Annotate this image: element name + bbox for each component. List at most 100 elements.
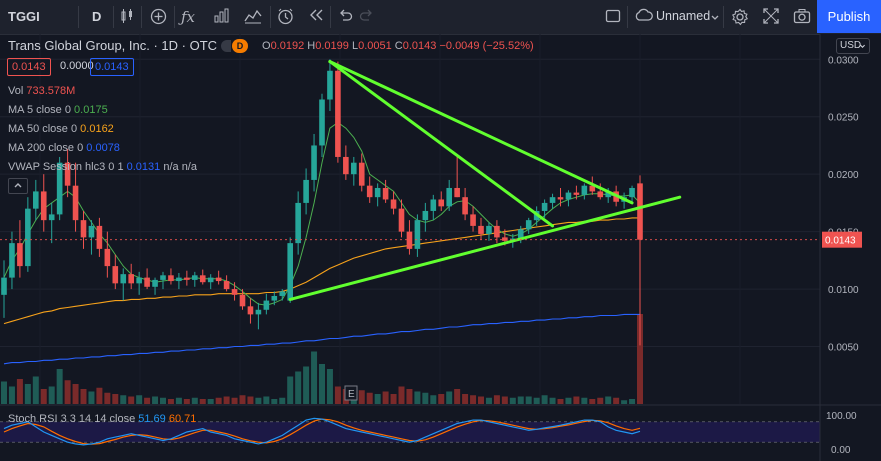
chevron-down-icon[interactable]	[710, 10, 720, 26]
volume-bar	[96, 387, 103, 404]
ma5-legend[interactable]: MA 5 close 0 0.0175	[8, 104, 108, 116]
volume-bar	[485, 397, 492, 404]
volume-bar	[565, 397, 572, 404]
volume-bar	[152, 396, 159, 404]
expand-icon[interactable]	[763, 8, 779, 27]
vol-legend[interactable]: Vol 733.578M	[8, 85, 75, 97]
volume-bar	[263, 396, 270, 404]
cloud-icon	[634, 8, 653, 25]
volume-bar	[279, 397, 286, 404]
vwap-legend[interactable]: VWAP Session hlc3 0 1 0.0131 n/a n/a	[8, 161, 197, 173]
candle-style-icon[interactable]	[119, 8, 135, 27]
candle-body	[517, 229, 524, 239]
collapse-legend-button[interactable]	[8, 178, 28, 194]
symbol-search-button[interactable]: TGGI	[8, 9, 40, 24]
volume-bar	[629, 399, 636, 404]
ma200-legend[interactable]: MA 200 close 0 0.0078	[8, 142, 120, 154]
chevron-down-icon	[860, 44, 865, 48]
volume-bar	[613, 397, 620, 404]
stoch-k-value: 51.69	[138, 413, 166, 425]
candle-body	[152, 279, 158, 287]
publish-button[interactable]: Publish	[817, 0, 881, 33]
alert-clock-icon[interactable]	[277, 8, 294, 28]
volume-bar	[438, 394, 445, 404]
osc-tick-label: 100.00	[826, 411, 857, 422]
currency-select[interactable]: USD	[836, 38, 870, 54]
volume-bar	[231, 397, 238, 404]
candle-body	[287, 243, 293, 301]
indicators-icon[interactable]: ƒx	[181, 8, 196, 26]
volume-bar	[589, 399, 596, 404]
interval-button[interactable]: D	[92, 9, 102, 24]
volume-bar	[16, 379, 23, 404]
candle-body	[430, 199, 437, 211]
volume-bar	[406, 389, 413, 404]
candle-body	[80, 220, 87, 238]
volume-bar	[128, 396, 135, 404]
spread-value: 0.0000	[60, 60, 94, 72]
candle-body	[311, 145, 317, 180]
last-price-label: 0.0143	[825, 236, 856, 247]
volume-bar	[573, 396, 580, 404]
candle-body	[541, 202, 548, 211]
volume-bars: E	[1, 314, 643, 404]
bid-box[interactable]: 0.0143	[7, 58, 51, 76]
candle-body	[144, 277, 150, 287]
ma50-legend[interactable]: MA 50 close 0 0.0162	[8, 123, 114, 135]
toolbar-divider	[723, 6, 724, 28]
camera-icon[interactable]	[793, 8, 811, 27]
volume-bar	[462, 394, 469, 404]
volume-bar	[295, 371, 302, 404]
candle-body	[327, 70, 333, 100]
candle-body	[351, 162, 357, 175]
candle-body	[1, 277, 7, 295]
trendlines	[288, 59, 682, 301]
ask-box[interactable]: 0.0143	[90, 58, 134, 76]
candle-body	[263, 300, 270, 310]
stoch-band	[0, 421, 820, 443]
volume-bar	[541, 395, 548, 404]
volume-bar	[88, 391, 95, 404]
toolbar-divider	[174, 6, 175, 28]
legend-toggle[interactable]	[221, 40, 231, 52]
candle-body	[565, 192, 572, 200]
ma50-line	[3, 217, 640, 325]
compare-chart-icon[interactable]	[244, 8, 262, 27]
candle-body	[525, 220, 532, 230]
redo-icon[interactable]	[359, 8, 375, 25]
high-label: H	[307, 40, 316, 52]
last-price-badge	[822, 231, 862, 248]
candle-body	[279, 291, 286, 296]
low-label: L	[351, 40, 359, 52]
volume-bar	[104, 392, 111, 404]
osc-tick-label: 0.00	[831, 445, 851, 456]
close-label: C	[394, 40, 403, 52]
replay-icon[interactable]	[308, 8, 324, 25]
templates-icon[interactable]	[213, 8, 229, 27]
volume-bar	[40, 389, 47, 404]
candle-body	[48, 214, 55, 221]
stoch-label: Stoch RSI 3 3 14 14 close	[8, 413, 136, 425]
layout-name[interactable]: Unnamed	[656, 9, 711, 23]
volume-bar	[366, 392, 373, 404]
fullscreen-select-icon[interactable]	[605, 8, 621, 27]
add-compare-icon[interactable]	[150, 8, 167, 28]
candle-body	[295, 202, 301, 244]
candle-body	[343, 156, 349, 175]
candle-body	[112, 266, 119, 284]
open-label: O	[262, 40, 271, 52]
volume-bar	[48, 386, 55, 404]
candle-body	[168, 275, 174, 282]
volume-bar	[112, 394, 119, 404]
volume-bar	[390, 394, 397, 404]
earnings-marker	[344, 385, 358, 401]
undo-icon[interactable]	[337, 8, 353, 25]
candle-body	[303, 179, 309, 203]
candle-body	[446, 187, 452, 207]
gear-icon[interactable]	[731, 8, 749, 29]
price-axis: 0.03000.02500.02000.01500.01000.00500.01…	[0, 34, 881, 461]
volume-bar	[271, 399, 278, 404]
volume-bar	[597, 397, 604, 404]
stoch-legend[interactable]: Stoch RSI 3 3 14 14 close 51.69 60.71	[8, 413, 196, 425]
